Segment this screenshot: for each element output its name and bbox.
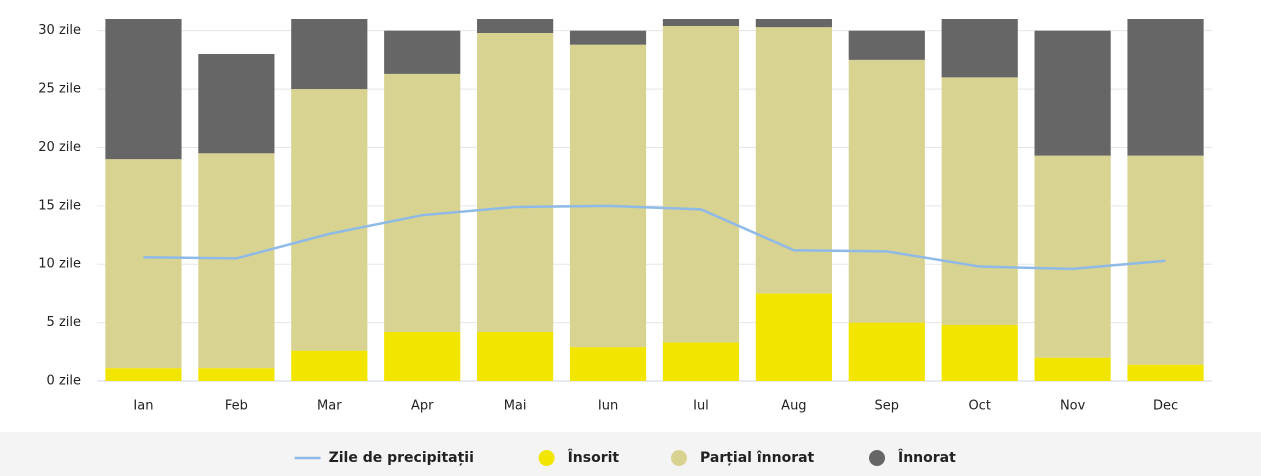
bar	[941, 324, 1018, 381]
legend-symbol	[869, 450, 885, 466]
x-tick-label: Oct	[968, 399, 990, 414]
y-tick-label: 15 zile	[38, 198, 81, 213]
bar	[941, 77, 1018, 325]
bar	[662, 26, 740, 343]
line	[143, 204, 1166, 271]
bar	[1127, 364, 1204, 381]
bar	[291, 350, 368, 381]
y-tick-label: 5 zile	[47, 315, 81, 330]
bar	[384, 331, 461, 381]
x-tick-label: Mar	[317, 399, 342, 414]
bar	[662, 19, 740, 27]
bar	[105, 159, 182, 369]
x-tick-label: Iul	[693, 399, 709, 414]
bar	[569, 30, 647, 45]
bar	[198, 153, 275, 369]
y-tick-label: 30 zile	[38, 23, 81, 38]
legend-label: Parțial înnorat	[700, 450, 815, 466]
bar	[198, 368, 275, 381]
legend-label: Zile de precipitații	[329, 450, 474, 466]
legend-label: Însorit	[568, 449, 620, 466]
x-tick-label: Apr	[411, 399, 434, 414]
bar	[198, 54, 275, 154]
y-tick-label: 0 zile	[47, 374, 81, 389]
legend-symbol	[671, 450, 687, 466]
x-tick-label: Ian	[133, 399, 153, 414]
bar	[384, 30, 461, 74]
legend-symbol	[538, 450, 555, 466]
bar	[291, 19, 368, 90]
y-tick-label: 25 zile	[38, 82, 81, 97]
bar	[384, 73, 461, 332]
x-tick-label: Aug	[781, 399, 806, 414]
bar	[848, 322, 925, 381]
y-tick-label: 10 zile	[38, 257, 81, 272]
bar	[755, 27, 832, 294]
legend-label: Înnorat	[898, 449, 956, 466]
x-tick-label: Iun	[598, 399, 618, 414]
bar	[291, 89, 368, 351]
bar	[1127, 19, 1204, 156]
x-tick-label: Feb	[225, 399, 248, 414]
bar	[755, 19, 832, 28]
bar	[477, 19, 554, 34]
bar	[477, 331, 554, 381]
x-tick-label: Nov	[1060, 399, 1086, 414]
bar	[1127, 155, 1204, 365]
bar	[569, 347, 647, 381]
x-tick-label: Dec	[1153, 399, 1178, 414]
bar	[477, 33, 554, 332]
bar	[569, 44, 647, 348]
x-tick-label: Mai	[504, 399, 527, 414]
bar	[848, 59, 925, 323]
bar	[941, 19, 1018, 78]
x-tick-label: Sep	[875, 399, 900, 414]
y-tick-label: 20 zile	[38, 140, 81, 155]
bar	[848, 30, 925, 60]
bar	[1034, 155, 1111, 358]
bar	[1034, 357, 1111, 381]
bar	[755, 293, 832, 381]
bar	[662, 342, 740, 381]
bar	[105, 19, 182, 160]
bar	[105, 368, 182, 381]
bar	[1034, 30, 1111, 156]
